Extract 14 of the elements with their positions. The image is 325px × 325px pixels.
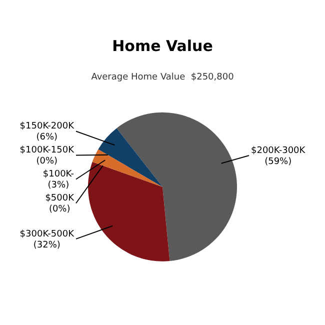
data-label: (59%) <box>264 156 292 167</box>
text: (0%) <box>36 156 58 167</box>
data-label: (32%) <box>33 240 60 250</box>
data-label: (3%) <box>48 180 70 191</box>
text: (0%) <box>48 204 70 215</box>
chart-subtitle: Average Home Value $250,800 <box>91 72 234 83</box>
legend-label: $100K-150K <box>20 146 76 156</box>
slice-label: $200K-300K <box>250 146 306 156</box>
slice-label: $150K-200K <box>20 122 76 132</box>
category-label: $500K <box>45 194 74 204</box>
data-label: (6%) <box>36 132 58 143</box>
slice-label: $300K-500K <box>20 229 76 240</box>
chart-title: Home Value <box>112 36 213 55</box>
slice-label: $100K- <box>42 170 74 180</box>
